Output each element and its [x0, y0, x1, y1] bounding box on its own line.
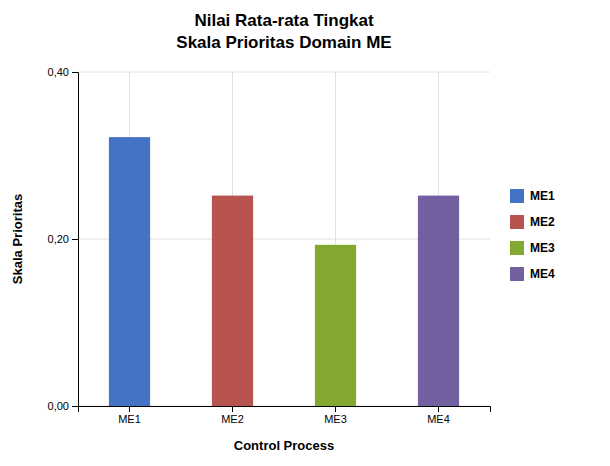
legend-item: ME3: [510, 241, 555, 255]
legend: ME1 ME2 ME3 ME4: [510, 189, 555, 281]
tick: ME3: [324, 406, 347, 425]
tick-mark: [72, 239, 78, 240]
tick-label: 0,00: [48, 400, 69, 412]
tick: 0,40: [48, 66, 78, 78]
plot: 0,00 0,20 0,40 ME1 ME2 ME3 ME4: [48, 66, 491, 425]
tick: ME2: [221, 406, 244, 425]
legend-swatch: [510, 189, 524, 203]
tick-mark: [232, 406, 233, 412]
legend-swatch: [510, 215, 524, 229]
axis-line: [79, 407, 491, 413]
grid-line: [78, 72, 490, 73]
bar: [418, 196, 459, 406]
tick: 0,20: [48, 233, 78, 245]
legend-item: ME1: [510, 189, 555, 203]
tick: ME1: [118, 406, 141, 425]
legend-label: ME1: [530, 189, 555, 203]
y-axis-title: Skala Prioritas: [10, 194, 25, 284]
axis-line: [72, 73, 79, 407]
tick-label: ME4: [427, 413, 450, 425]
tick-label: ME2: [221, 413, 244, 425]
title: Skala Prioritas Domain ME: [176, 33, 391, 52]
tick-mark: [438, 406, 439, 412]
x-axis-title: Control Process: [234, 438, 334, 453]
legend-label: ME4: [530, 267, 555, 281]
chart: 0,00 0,20 0,40 ME1 ME2 ME3 ME4 Control Process S…: [0, 0, 610, 466]
tick-mark: [335, 406, 336, 412]
tick-label: ME1: [118, 413, 141, 425]
bar: [109, 137, 150, 406]
y-axis: 0,00 0,20 0,40: [48, 66, 79, 412]
legend-item: ME4: [510, 267, 555, 281]
legend-swatch: [510, 241, 524, 255]
x-axis: ME1 ME2 ME3 ME4: [79, 406, 491, 425]
legend-label: ME3: [530, 241, 555, 255]
tick-mark: [72, 72, 78, 73]
legend-label: ME2: [530, 215, 555, 229]
tick-mark: [72, 406, 78, 407]
title: Nilai Rata-rata Tingkat: [194, 11, 374, 30]
bars: [109, 137, 459, 406]
legend-swatch: [510, 267, 524, 281]
legend-item: ME2: [510, 215, 555, 229]
tick: 0,00: [48, 400, 78, 412]
tick: ME4: [427, 406, 450, 425]
tick-label: ME3: [324, 413, 347, 425]
bar: [212, 196, 253, 406]
bar: [315, 245, 356, 406]
grid: [78, 72, 490, 406]
tick-mark: [129, 406, 130, 412]
tick-label: 0,40: [48, 66, 69, 78]
tick-label: 0,20: [48, 233, 69, 245]
